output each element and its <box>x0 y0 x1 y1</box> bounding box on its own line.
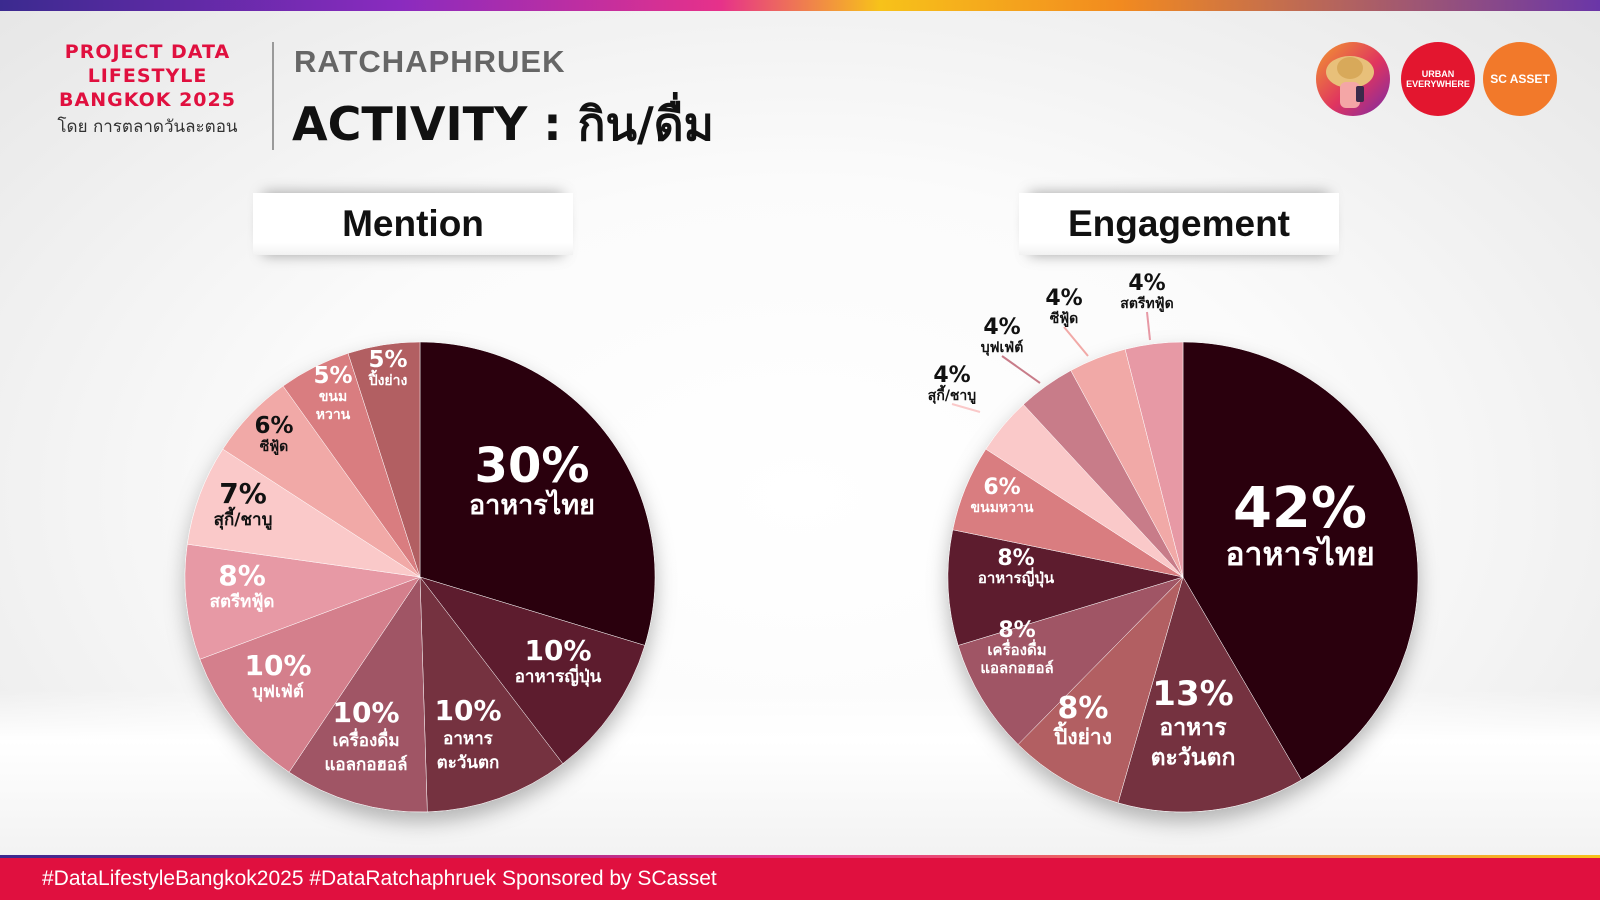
slice-category-label: หวาน <box>316 407 351 423</box>
brand-block: PROJECT DATA LIFESTYLE BANGKOK 2025 โดย … <box>30 40 265 140</box>
slice-percent-label: 7% <box>219 477 267 510</box>
pie-slice <box>1182 341 1419 781</box>
slice-percent-label: 10% <box>244 649 311 682</box>
slice-category-label: บุฟเฟ่ต์ <box>252 681 304 702</box>
slice-category-label: อาหารญี่ปุ่น <box>515 664 602 687</box>
engagement-title-plate: Engagement <box>1019 193 1339 255</box>
slice-category-label: ขนมหวาน <box>971 500 1034 516</box>
pie-slice <box>419 576 646 764</box>
slice-category-label: อาหาร <box>443 729 494 749</box>
pie-slice <box>419 341 656 646</box>
pie-slice <box>199 576 421 773</box>
brand-line-2: LIFESTYLE <box>87 65 208 87</box>
slice-percent-label: 8% <box>218 559 266 592</box>
slice-percent-label: 6% <box>254 413 293 439</box>
pie-slice <box>184 543 421 660</box>
slice-category-label: สุกี้/ชาบู <box>214 506 273 531</box>
slice-category-label: อาหารไทย <box>469 489 595 521</box>
slice-category-label: อาหารไทย <box>1225 535 1374 573</box>
slice-category-label: สตรีทฟู้ด <box>210 591 275 613</box>
mention-title-plate: Mention <box>253 193 573 255</box>
leader-line <box>1001 355 1041 384</box>
mention-pie: 30%อาหารไทย10%อาหารญี่ปุ่น10%อาหารตะวันต… <box>184 341 656 813</box>
slice-category-label: เครื่องดื่ม <box>332 728 399 751</box>
leader-line <box>1146 311 1151 341</box>
pie-slice <box>419 576 564 813</box>
slice-percent-label: 8% <box>997 546 1034 571</box>
slice-category-label: แอลกอฮอล์ <box>324 754 407 775</box>
brand-subtitle: โดย การตลาดวันละตอน <box>57 117 238 137</box>
header-divider <box>272 42 274 150</box>
pie-slice <box>288 576 428 813</box>
pie-slice <box>187 448 421 578</box>
slice-percent-label: 10% <box>434 694 501 727</box>
slice-category-label: ตะวันตก <box>1151 745 1236 771</box>
slice-category-label: ตะวันตก <box>437 753 500 773</box>
slice-percent-label: 30% <box>475 438 590 494</box>
slice-percent-label: 13% <box>1152 674 1233 714</box>
engagement-pie: 42%อาหารไทย13%อาหารตะวันตก8%ปิ้งย่าง8%เค… <box>928 271 1419 813</box>
slice-percent-label: 10% <box>332 696 399 729</box>
footer-bar: #DataLifestyleBangkok2025 #DataRatchaphr… <box>0 858 1600 900</box>
slice-category-label: ปิ้งย่าง <box>367 369 407 389</box>
slice-percent-label: 10% <box>524 634 591 667</box>
leader-line <box>951 403 981 413</box>
top-gradient-bar <box>0 0 1600 11</box>
slice-category-label: ขนม <box>319 389 347 405</box>
pie-slice <box>1124 341 1184 578</box>
pie-slices <box>184 341 656 813</box>
pie-slice <box>947 529 1184 646</box>
slice-percent-label: 8% <box>998 618 1035 643</box>
location-label: RATCHAPHRUEK <box>294 44 566 79</box>
slice-category-label: ซีฟู้ด <box>260 439 289 455</box>
footer-hashtags: #DataLifestyleBangkok2025 #DataRatchaphr… <box>42 867 717 890</box>
page-title: ACTIVITY : กิน/ดื่ม <box>292 97 714 151</box>
slice-percent-label: 4% <box>983 315 1020 340</box>
slice-category-label: ซีฟู้ด <box>1050 311 1079 327</box>
slice-category-label: แอลกอฮอล์ <box>980 659 1053 677</box>
slice-category-label: อาหารญี่ปุ่น <box>978 567 1055 588</box>
brand-line-3: BANGKOK 2025 <box>59 89 236 111</box>
engagement-chart-title: Engagement <box>1067 203 1291 244</box>
slice-percent-label: 8% <box>1058 691 1109 726</box>
mention-chart-title: Mention <box>342 203 484 244</box>
pie-slice <box>347 341 421 578</box>
slice-category-label: บุฟเฟ่ต์ <box>981 339 1024 356</box>
pie-slice <box>1117 576 1302 813</box>
slice-category-label: อาหาร <box>1159 715 1227 741</box>
slice-percent-label: 4% <box>1045 286 1082 311</box>
pie-slice <box>957 576 1184 745</box>
brand-line-1: PROJECT DATA <box>64 41 231 63</box>
slice-percent-label: 4% <box>933 363 970 388</box>
sc-asset-logo: SC ASSET <box>1483 42 1557 116</box>
slice-percent-label: 42% <box>1233 476 1367 541</box>
slice-category-label: สุกี้/ชาบู <box>928 384 976 404</box>
leader-line <box>1063 326 1089 357</box>
slice-category-label: เครื่องดื่ม <box>987 639 1046 659</box>
pie-slices <box>947 341 1419 813</box>
slice-percent-label: 4% <box>1128 271 1165 296</box>
pie-slice <box>1017 576 1184 804</box>
avatar-logo <box>1316 42 1390 116</box>
pie-charts-canvas: 30%อาหารไทย10%อาหารญี่ปุ่น10%อาหารตะวันต… <box>184 271 1419 813</box>
slice-percent-label: 6% <box>983 475 1020 500</box>
footer-accent <box>0 855 1600 859</box>
traveler-icon <box>1326 56 1374 108</box>
slice-category-label: สตรีทฟู้ด <box>1120 296 1173 312</box>
urban-everywhere-logo: URBAN EVERYWHERE <box>1401 42 1475 116</box>
slice-percent-label: 5% <box>313 363 352 389</box>
slice-percent-label: 5% <box>368 347 407 373</box>
slice-category-label: ปิ้งย่าง <box>1052 721 1112 749</box>
